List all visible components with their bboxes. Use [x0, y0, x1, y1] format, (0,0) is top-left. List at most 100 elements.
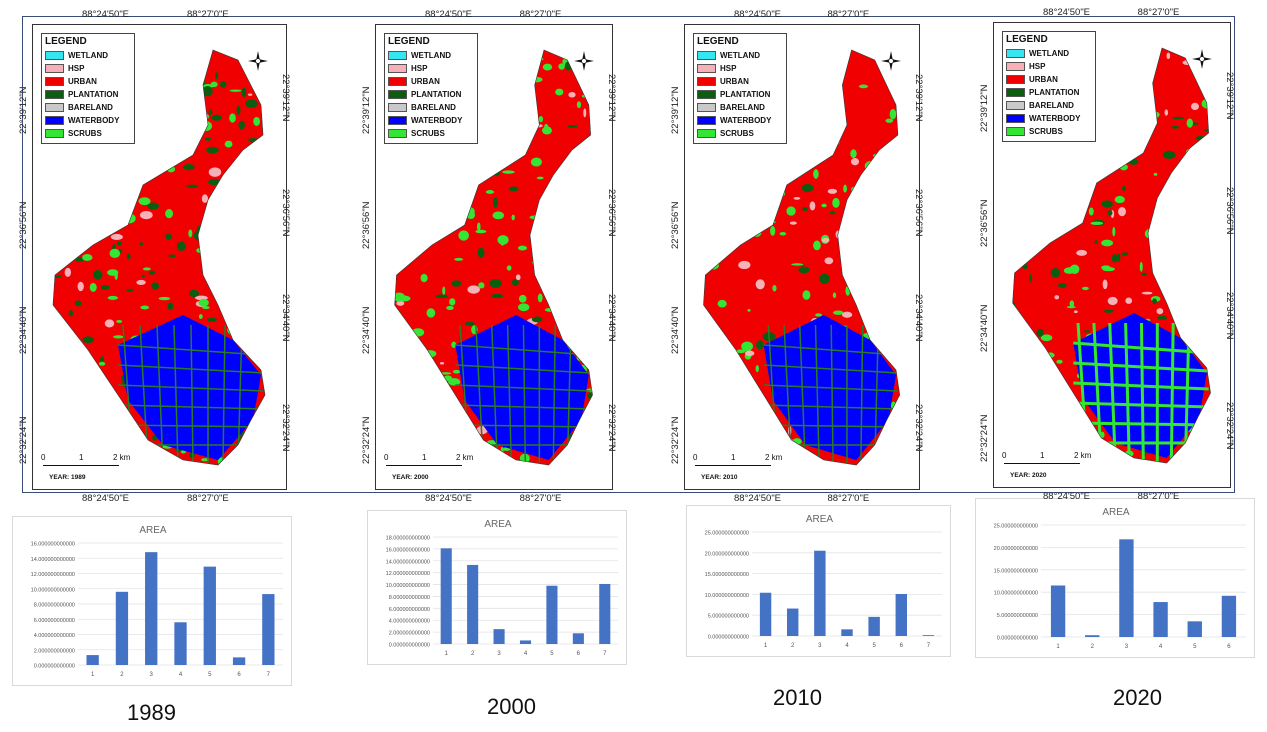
land-patch [831, 123, 837, 128]
land-patch [569, 444, 574, 451]
land-patch [824, 257, 833, 264]
bar-chart-svg: AREA0.0000000000002.0000000000004.000000… [368, 511, 626, 664]
land-patch [580, 312, 584, 319]
land-patch [704, 378, 707, 386]
y-tick-label: 0.000000000000 [997, 636, 1038, 642]
land-patch [152, 456, 161, 463]
land-patch [148, 460, 152, 467]
land-patch [111, 234, 123, 240]
map-panel: LEGEND WETLAND HSP URBAN PLANTATION BARELAND W… [32, 24, 287, 490]
land-patch [545, 266, 558, 269]
land-patch [704, 222, 713, 230]
x-tick-label: 3 [150, 672, 154, 678]
legend-label: BARELAND [411, 103, 456, 112]
land-patch [478, 444, 488, 449]
land-patch [833, 53, 842, 61]
map-panel: LEGEND WETLAND HSP URBAN PLANTATION BARELAND W… [993, 22, 1231, 488]
bar [494, 629, 505, 644]
land-patch [256, 455, 264, 462]
land-patch [705, 254, 712, 261]
x-tick-label: 2 [120, 672, 124, 678]
land-patch [211, 82, 218, 88]
x-tick-label: 5 [872, 643, 876, 649]
land-patch [424, 350, 436, 357]
land-patch [1022, 264, 1028, 269]
scale-tick-2: 2 km [456, 453, 473, 462]
land-patch [402, 234, 414, 241]
land-patch [231, 222, 234, 227]
land-patch [474, 159, 480, 169]
land-patch [791, 263, 803, 265]
land-patch [1197, 330, 1208, 333]
land-patch [1006, 300, 1016, 309]
legend-item: BARELAND [1006, 99, 1092, 112]
land-patch [117, 242, 122, 246]
land-patch [544, 124, 548, 129]
land-patch [422, 184, 426, 192]
land-patch [1196, 145, 1200, 148]
land-patch [709, 334, 712, 341]
land-patch [426, 308, 435, 317]
land-patch [530, 124, 543, 128]
map-year-caption: YEAR: 1989 [49, 474, 86, 481]
land-patch [879, 281, 885, 286]
land-patch [1140, 262, 1143, 272]
land-patch [712, 246, 717, 253]
land-patch [850, 149, 856, 158]
y-tick-label: 14.000000000000 [31, 557, 75, 563]
land-patch [803, 290, 811, 299]
land-patch [525, 134, 530, 143]
scale-bar: 0 1 2 km [41, 453, 131, 469]
land-patch [1070, 300, 1075, 307]
land-patch [239, 120, 245, 129]
land-patch [223, 267, 236, 272]
land-patch [169, 254, 176, 257]
land-patch [866, 314, 876, 318]
land-patch [438, 400, 449, 408]
land-patch [1006, 201, 1016, 207]
land-patch [408, 416, 418, 421]
land-patch [565, 449, 570, 458]
land-patch [543, 204, 553, 209]
y-tick-label: 10.000000000000 [705, 593, 749, 599]
land-patch [709, 214, 713, 218]
land-patch [108, 174, 120, 178]
land-patch [731, 208, 737, 218]
land-patch [165, 115, 174, 124]
land-patch [756, 340, 763, 349]
land-patch [135, 121, 142, 130]
legend-item: WATERBODY [1006, 112, 1092, 125]
year-label-2010: 2010 [773, 685, 822, 711]
land-patch [252, 157, 263, 167]
land-patch [756, 279, 765, 289]
land-patch [568, 166, 575, 173]
land-patch [437, 171, 448, 178]
land-patch [209, 167, 222, 177]
land-patch [177, 242, 186, 252]
land-patch [240, 174, 249, 183]
legend-title: LEGEND [388, 36, 474, 47]
land-patch [1010, 235, 1019, 238]
bar [787, 609, 798, 636]
land-patch [493, 211, 504, 219]
land-patch [509, 186, 519, 191]
land-patch [856, 280, 865, 287]
land-patch [1204, 129, 1210, 131]
bar [441, 548, 452, 644]
legend-item: URBAN [388, 75, 474, 88]
scale-bar: 0 1 2 km [693, 453, 783, 469]
land-patch [228, 235, 235, 240]
land-patch [477, 450, 486, 459]
legend-label: WETLAND [720, 51, 760, 60]
coord-lat-right: 22°39'12"N [1224, 72, 1235, 120]
coord-lat-right: 22°39'12"N [280, 74, 291, 122]
land-patch [828, 189, 837, 194]
land-patch [255, 210, 262, 213]
y-tick-label: 6.000000000000 [389, 607, 430, 613]
legend-label: URBAN [68, 77, 97, 86]
land-patch [139, 197, 151, 205]
bar-chart-svg: AREA0.0000000000005.00000000000010.00000… [976, 499, 1254, 657]
land-patch [153, 126, 159, 130]
land-patch [152, 282, 159, 289]
scale-tick-1: 1 [422, 453, 426, 462]
